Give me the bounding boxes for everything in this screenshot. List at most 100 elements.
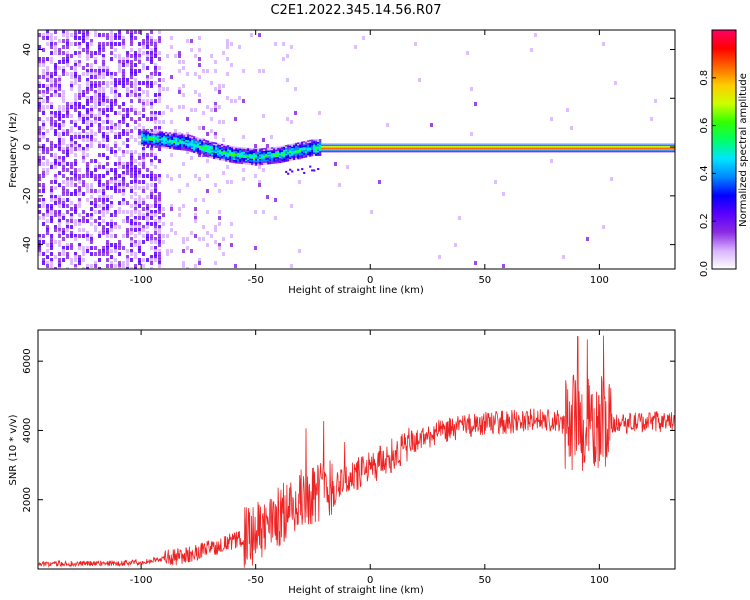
ridge-cell — [187, 138, 190, 141]
ridge-cell — [273, 148, 276, 151]
heat-cell — [130, 69, 133, 73]
heat-cell — [198, 237, 201, 241]
heat-cell — [158, 195, 161, 199]
heat-cell — [194, 234, 197, 238]
heat-cell — [126, 183, 129, 187]
spectrogram-frame — [37, 29, 676, 270]
ridge-cell — [301, 143, 304, 145]
ridge-cell — [485, 150, 488, 153]
heat-cell — [118, 174, 121, 178]
ridge-cell — [183, 136, 186, 139]
ridge-cell — [579, 143, 582, 145]
ridge-cell — [235, 158, 238, 161]
ridge-cell — [515, 146, 518, 148]
heat-cell — [170, 249, 173, 253]
heat-cell — [134, 234, 137, 238]
heat-cell — [74, 93, 77, 97]
ridge-cell — [637, 150, 640, 153]
ridge-cell — [191, 149, 194, 151]
ridge-cell — [385, 144, 388, 147]
ridge-cell — [553, 149, 556, 151]
heat-cell — [42, 72, 45, 76]
ridge-cell — [161, 144, 164, 147]
ridge-cell — [261, 158, 264, 161]
ridge-cell — [197, 141, 200, 144]
ridge-cell — [505, 147, 508, 150]
ridge-cell — [195, 144, 198, 147]
ridge-cell — [277, 154, 280, 156]
heat-cell — [138, 261, 141, 265]
ridge-cell — [225, 153, 228, 156]
ridge-cell — [309, 151, 312, 154]
ridge-cell — [195, 151, 198, 154]
ridge-cell — [571, 147, 574, 150]
heat-cell — [46, 264, 49, 268]
ridge-cell — [347, 146, 350, 148]
ridge-cell — [267, 156, 270, 159]
ridge-cell — [335, 144, 338, 147]
ridge-cell — [671, 149, 674, 151]
ridge-cell — [373, 144, 376, 147]
ridge-cell — [639, 147, 642, 150]
heat-cell — [150, 159, 153, 163]
heat-cell — [114, 186, 117, 190]
heat-cell — [142, 240, 145, 244]
ridge-cell — [471, 149, 474, 151]
ridge-cell — [397, 149, 400, 151]
heat-cell — [114, 189, 117, 193]
ridge-cell — [651, 149, 654, 151]
ridge-cell — [201, 141, 204, 144]
heat-cell — [58, 204, 61, 208]
heat-cell — [86, 147, 89, 151]
ridge-cell — [419, 149, 422, 151]
ridge-cell — [451, 147, 454, 150]
ridge-cell — [197, 146, 200, 149]
heat-cell — [102, 99, 105, 103]
heat-cell — [70, 258, 73, 262]
ridge-cell — [189, 143, 192, 146]
ridge-cell — [259, 152, 262, 155]
ridge-cell — [313, 145, 316, 147]
heat-cell — [94, 252, 97, 256]
heat-cell — [86, 249, 89, 253]
ridge-cell — [403, 149, 406, 151]
ridge-cell — [543, 143, 546, 145]
ridge-cell — [271, 157, 274, 160]
heat-cell — [110, 255, 113, 259]
heat-cell — [130, 222, 133, 226]
heat-cell — [62, 159, 65, 163]
ridge-cell — [211, 156, 214, 159]
heat-cell — [98, 69, 101, 73]
ridge-cell — [623, 143, 626, 145]
ridge-cell — [503, 144, 506, 147]
ridge-cell — [223, 144, 226, 147]
heat-cell — [58, 171, 61, 175]
heat-cell — [66, 267, 69, 269]
ridge-cell — [431, 149, 434, 151]
ridge-cell — [189, 142, 192, 145]
ridge-cell — [329, 147, 332, 150]
heat-cell — [78, 117, 81, 121]
ridge-cell — [625, 146, 628, 148]
ridge-cell — [333, 144, 336, 147]
ridge-cell — [537, 143, 540, 145]
heat-cell — [82, 72, 85, 76]
heat-cell — [38, 183, 41, 187]
ridge-cell — [665, 144, 668, 147]
ridge-cell — [337, 143, 340, 145]
ridge-cell — [483, 144, 486, 147]
ridge-cell — [301, 149, 304, 151]
ridge-cell — [319, 152, 322, 155]
heat-cell — [142, 198, 145, 202]
ridge-cell — [221, 152, 224, 155]
ridge-cell — [453, 149, 456, 151]
heat-cell — [146, 219, 149, 223]
heat-cell — [82, 180, 85, 184]
ridge-cell — [613, 143, 616, 145]
ridge-cell — [521, 143, 524, 145]
heat-cell — [62, 138, 65, 142]
ridge-cell — [577, 146, 580, 148]
heat-cell — [154, 156, 157, 160]
ridge-cell — [299, 155, 302, 158]
